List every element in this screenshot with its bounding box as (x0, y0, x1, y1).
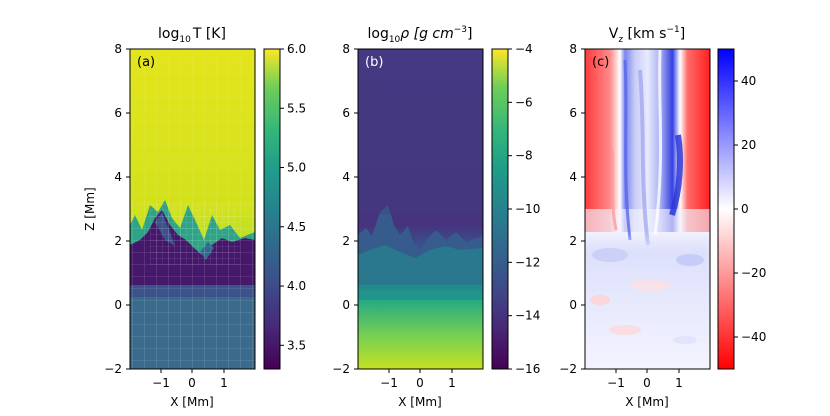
y-axis-c: 8 6 4 2 0 −2 (559, 42, 585, 376)
chart-title: log10ρ [g cm−3] (367, 25, 472, 45)
x-axis-c: −1 0 1 X [Mm] (607, 369, 683, 409)
velocity-field (585, 49, 710, 369)
panel-a: (a) log10 T [K] 8 6 4 2 0 −2 Z [Mm] −1 0 … (83, 26, 306, 409)
colorbar-a: 3.5 4.0 4.5 5.0 5.5 6.0 (263, 42, 306, 370)
colorbar-tick-label: −40 (741, 330, 766, 344)
colorbar-tick-label: −14 (515, 309, 540, 323)
y-axis-b: 8 6 4 2 0 −2 (332, 42, 358, 376)
colorbar-tick-label: 40 (741, 74, 756, 88)
colorbar-tick-label: −6 (515, 95, 533, 109)
y-tick-label: 6 (342, 106, 350, 120)
y-tick-label: −2 (559, 362, 577, 376)
y-tick-label: 8 (114, 42, 122, 56)
colorbar-tick-label: −4 (515, 42, 533, 56)
colorbar-tick-label: −8 (515, 149, 533, 163)
y-tick-label: 0 (569, 298, 577, 312)
temperature-field (130, 49, 255, 369)
colorbar-tick-label: 0 (741, 202, 749, 216)
y-tick-label: 4 (114, 170, 122, 184)
colorbar-tick-label: −10 (515, 202, 540, 216)
x-tick-label: 1 (448, 376, 456, 390)
chart-title: Vz [km s−1] (609, 25, 685, 45)
colorbar-tick-label: 6.0 (287, 42, 306, 56)
colorbar-tick-label: −12 (515, 255, 540, 269)
colorbar-tick-label: 5.0 (287, 161, 306, 175)
x-tick-label: −1 (607, 376, 625, 390)
panel-b: (b) log10ρ [g cm−3] 8 6 4 2 0 −2 −1 0 1 … (332, 25, 540, 409)
x-tick-label: −1 (380, 376, 398, 390)
y-tick-label: −2 (332, 362, 350, 376)
y-tick-label: 0 (114, 298, 122, 312)
y-tick-label: 8 (569, 42, 577, 56)
colorbar-tick-label: −20 (741, 266, 766, 280)
colorbar-c: −40 −20 0 20 40 (717, 48, 766, 370)
x-tick-label: −1 (152, 376, 170, 390)
colorbar-gradient (718, 49, 734, 369)
colorbar-b: −16 −14 −12 −10 −8 −6 −4 (491, 42, 540, 376)
y-axis-a: 8 6 4 2 0 −2 Z [Mm] (83, 42, 130, 376)
y-tick-label: −2 (104, 362, 122, 376)
y-axis-label: Z [Mm] (83, 187, 97, 230)
y-tick-label: 4 (342, 170, 350, 184)
x-axis-b: −1 0 1 X [Mm] (380, 369, 456, 409)
x-axis-label: X [Mm] (170, 395, 213, 409)
panel-c: (c) Vz [km s−1] 8 6 4 2 0 −2 −1 0 1 X [M… (559, 25, 766, 409)
y-tick-label: 8 (342, 42, 350, 56)
colorbar-tick-label: 3.5 (287, 338, 306, 352)
y-tick-label: 6 (569, 106, 577, 120)
y-tick-label: 2 (114, 234, 122, 248)
panel-label: (a) (137, 55, 155, 70)
colorbar-tick-label: −16 (515, 362, 540, 376)
x-axis-label: X [Mm] (398, 395, 441, 409)
x-axis-a: −1 0 1 X [Mm] (152, 369, 228, 409)
colorbar-tick-label: 4.5 (287, 220, 306, 234)
panel-label: (c) (592, 55, 609, 70)
colorbar-tick-label: 20 (741, 138, 756, 152)
y-tick-label: 6 (114, 106, 122, 120)
y-tick-label: 4 (569, 170, 577, 184)
colorbar-tick-label: 4.0 (287, 279, 306, 293)
x-tick-label: 0 (643, 376, 651, 390)
chart-title: log10 T [K] (158, 26, 226, 45)
x-axis-label: X [Mm] (625, 395, 668, 409)
density-field (358, 49, 483, 369)
y-tick-label: 2 (569, 234, 577, 248)
colorbar-gradient (264, 49, 280, 369)
colorbar-gradient (492, 49, 508, 369)
y-tick-label: 2 (342, 234, 350, 248)
x-tick-label: 0 (416, 376, 424, 390)
x-tick-label: 1 (220, 376, 228, 390)
x-tick-label: 1 (675, 376, 683, 390)
colorbar-tick-label: 5.5 (287, 101, 306, 115)
y-tick-label: 0 (342, 298, 350, 312)
panel-label: (b) (365, 55, 383, 70)
x-tick-label: 0 (188, 376, 196, 390)
